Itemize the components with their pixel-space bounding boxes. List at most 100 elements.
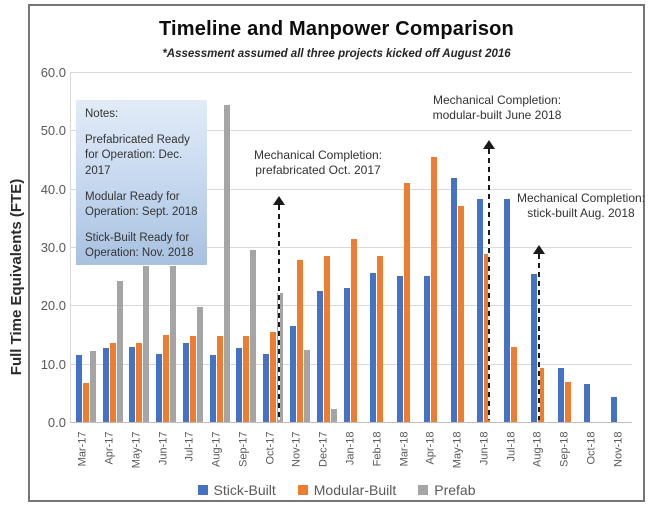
- annotation-arrow-head: [273, 196, 285, 205]
- bar-stick-built-may-18: [450, 178, 457, 422]
- annotation-arrow-head: [483, 140, 495, 149]
- bar-modular-built-apr-17: [109, 343, 116, 422]
- y-tick-label: 50.0: [40, 123, 66, 139]
- bar-prefab-dec-17: [330, 408, 337, 422]
- x-tick-label: Apr-18: [424, 431, 437, 465]
- bar-prefab-mar-17: [89, 350, 96, 422]
- notes-text-box: Notes: Prefabricated Ready for Operation:…: [76, 100, 207, 265]
- bar-modular-built-sep-18: [564, 382, 571, 422]
- legend-label: Prefab: [434, 482, 476, 498]
- bar-stick-built-mar-17: [75, 354, 82, 422]
- bar-stick-built-aug-17: [209, 354, 216, 422]
- legend: Stick-Built Modular-Built Prefab: [28, 482, 645, 498]
- bar-prefab-jul-17: [196, 306, 203, 422]
- bar-stick-built-dec-17: [316, 291, 323, 422]
- bar-prefab-jun-17: [170, 266, 177, 422]
- y-tick-label: 30.0: [40, 240, 66, 255]
- legend-swatch-icon: [197, 485, 208, 495]
- y-tick-label: 60.0: [40, 65, 66, 80]
- bar-prefab-oct-17: [277, 292, 284, 422]
- x-tick-label: Feb-18: [371, 431, 384, 467]
- plot-area: [70, 72, 632, 423]
- bar-modular-built-mar-18: [404, 182, 411, 422]
- x-tick-label: Apr-17: [103, 431, 116, 465]
- chart-subtitle: *Assessment assumed all three projects k…: [162, 48, 511, 60]
- x-tick-label: Nov-18: [612, 431, 625, 467]
- bar-modular-built-dec-17: [323, 256, 330, 422]
- notes-line: Modular Ready for Operation: Sept. 2018: [85, 190, 198, 218]
- bar-modular-built-mar-17: [82, 382, 89, 422]
- x-tick-label: Mar-18: [398, 431, 411, 467]
- legend-item-prefab: Prefab: [418, 482, 475, 498]
- notes-line: Stick-Built Ready for Operation: Nov. 20…: [85, 232, 194, 260]
- x-tick-label: Sep-17: [237, 431, 250, 467]
- gridline: [70, 72, 632, 73]
- bar-stick-built-feb-18: [370, 272, 377, 422]
- chart-title: Timeline and Manpower Comparison: [159, 18, 514, 40]
- x-tick-label: Jul-17: [183, 431, 196, 462]
- x-tick-label: Jun-18: [478, 431, 491, 466]
- y-tick-label: 0.0: [47, 415, 66, 430]
- x-tick-label: Jul-18: [505, 431, 518, 462]
- annotation-arrow-line: [278, 205, 280, 420]
- x-tick-label: Mar-17: [76, 431, 89, 467]
- x-tick-label: Jan-18: [344, 431, 357, 466]
- legend-label: Modular-Built: [313, 482, 397, 498]
- bar-modular-built-feb-18: [377, 255, 384, 422]
- bar-stick-built-jun-17: [156, 353, 163, 422]
- bar-modular-built-jun-17: [163, 334, 170, 422]
- annotation-text: Mechanical Completion: stick-built Aug. 2…: [516, 191, 646, 220]
- annotation-arrow-line: [538, 254, 540, 420]
- annotation-arrow-head: [533, 245, 545, 254]
- bar-modular-built-may-18: [457, 206, 464, 422]
- x-tick-label: Jun-17: [157, 431, 170, 466]
- bar-modular-built-jul-17: [189, 335, 196, 422]
- x-tick-label: Dec-17: [317, 431, 330, 467]
- bar-stick-built-may-17: [129, 347, 136, 422]
- bar-modular-built-aug-18: [537, 367, 544, 422]
- bar-prefab-apr-17: [116, 280, 123, 422]
- bar-stick-built-sep-17: [236, 347, 243, 422]
- bar-stick-built-oct-17: [263, 354, 270, 422]
- y-tick-label: 20.0: [40, 298, 66, 314]
- annotation-text: Mechanical Completion: modular-built June…: [432, 93, 562, 122]
- bar-modular-built-nov-17: [296, 260, 303, 422]
- legend-item-stick-built: Stick-Built: [197, 482, 276, 498]
- bar-prefab-nov-17: [303, 350, 310, 422]
- bar-prefab-sep-17: [250, 249, 257, 422]
- bar-stick-built-nov-17: [289, 326, 296, 422]
- x-tick-label: May-17: [130, 431, 143, 469]
- x-tick-label: May-18: [451, 431, 464, 469]
- x-tick-label: Oct-17: [264, 431, 277, 465]
- y-axis-title: Full Time Equivalents (FTE): [8, 178, 25, 376]
- legend-label: Stick-Built: [213, 482, 276, 498]
- bar-stick-built-mar-18: [397, 276, 404, 422]
- gridline: [70, 130, 632, 132]
- bar-stick-built-jul-17: [182, 343, 189, 422]
- bar-stick-built-sep-18: [557, 367, 564, 422]
- gridline: [70, 188, 632, 190]
- bar-stick-built-oct-18: [584, 384, 591, 422]
- bar-modular-built-jan-18: [350, 238, 357, 422]
- bar-prefab-aug-17: [223, 105, 230, 422]
- x-tick-label: Aug-17: [210, 431, 223, 467]
- legend-swatch-icon: [297, 485, 308, 495]
- x-tick-label: Aug-18: [531, 431, 544, 467]
- bar-modular-built-jun-18: [484, 254, 491, 422]
- annotation-arrow-line: [488, 149, 490, 420]
- bar-modular-built-jul-18: [511, 347, 518, 422]
- bar-stick-built-nov-18: [611, 396, 618, 422]
- y-tick-label: 40.0: [40, 181, 66, 197]
- bar-stick-built-jun-18: [477, 198, 484, 422]
- x-tick-label: Sep-18: [558, 431, 571, 467]
- x-tick-label: Oct-18: [585, 431, 598, 465]
- legend-swatch-icon: [418, 485, 429, 495]
- bar-prefab-may-17: [143, 266, 150, 422]
- bar-stick-built-jan-18: [343, 287, 350, 422]
- bar-stick-built-apr-17: [102, 347, 109, 422]
- y-tick-label: 10.0: [40, 356, 66, 372]
- notes-line: Prefabricated Ready for Operation: Dec. …: [85, 134, 190, 177]
- notes-line: Notes:: [85, 108, 119, 120]
- bar-stick-built-aug-18: [530, 274, 537, 422]
